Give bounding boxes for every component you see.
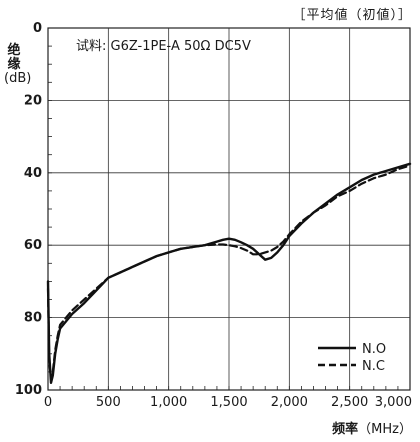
x-axis-unit: （MHz） bbox=[358, 422, 412, 437]
y-tick-label: 100 bbox=[15, 383, 42, 398]
x-tick-label: 2,500 bbox=[331, 395, 368, 410]
y-tick-label: 80 bbox=[24, 311, 42, 326]
y-tick-label: 60 bbox=[24, 238, 42, 253]
sample-annotation: 试料: G6Z-1PE-A 50Ω DC5V bbox=[76, 39, 251, 54]
x-axis-label: 频率（MHz） bbox=[332, 418, 412, 437]
x-tick-label: 3,000 bbox=[375, 395, 412, 410]
average-initial-note: ［平均値（初値）］ bbox=[292, 8, 412, 23]
legend-label-nc: N.C bbox=[362, 359, 385, 374]
y-tick-label: 40 bbox=[24, 166, 42, 181]
x-tick-label: 0 bbox=[44, 395, 52, 410]
y-tick-label: 0 bbox=[33, 21, 42, 36]
series-line-no bbox=[46, 162, 412, 384]
legend-label-no: N.O bbox=[362, 342, 386, 357]
x-tick-label: 1,500 bbox=[210, 395, 247, 410]
x-tick-label: 2,000 bbox=[271, 395, 308, 410]
series-line-nc bbox=[46, 164, 412, 381]
y-axis-label-char-2: 缘 bbox=[7, 57, 21, 72]
x-tick-label: 500 bbox=[96, 395, 121, 410]
x-axis-label-text: 频率 bbox=[332, 422, 359, 437]
y-tick-label: 20 bbox=[24, 93, 42, 108]
x-tick-label: 1,000 bbox=[150, 395, 187, 410]
y-axis-label-char-1: 绝 bbox=[7, 43, 21, 58]
